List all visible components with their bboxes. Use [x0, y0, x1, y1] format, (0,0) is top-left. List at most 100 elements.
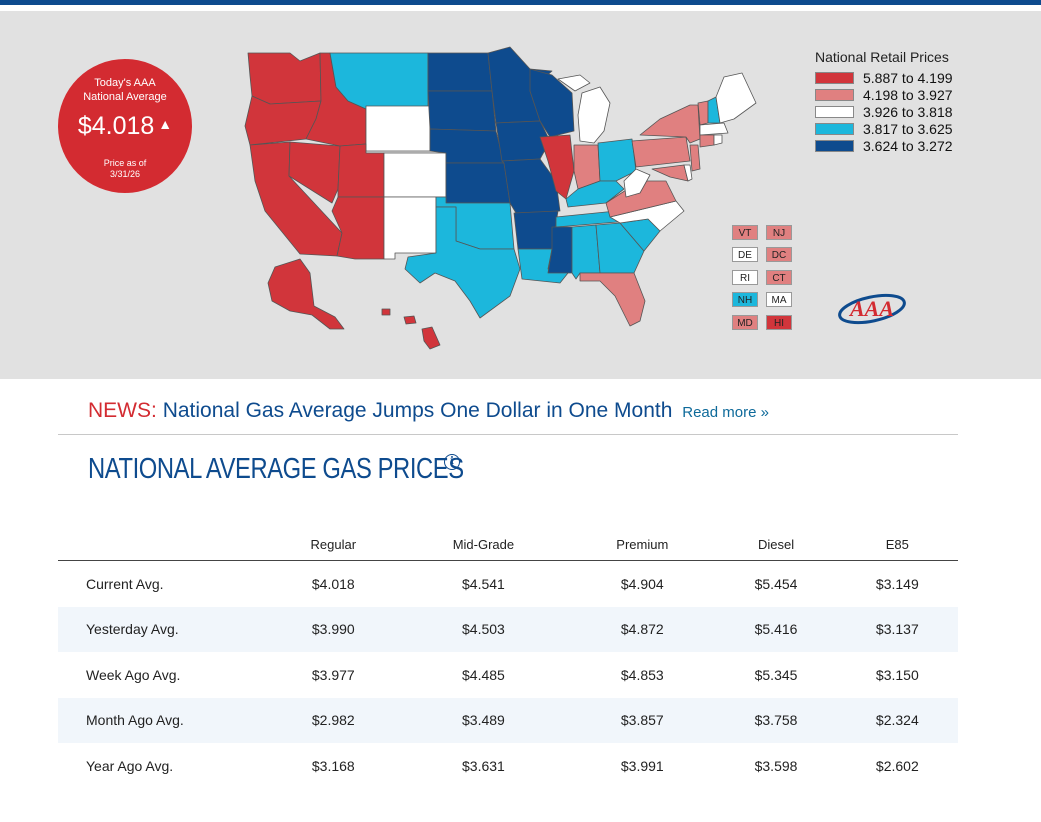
price-cell: $5.454 [754, 575, 798, 592]
row-label: Week Ago Avg. [86, 666, 181, 683]
price-cell: $4.872 [569, 606, 716, 652]
state-hi[interactable] [381, 308, 391, 316]
section-title: NATIONAL AVERAGE GAS PRICES [88, 453, 464, 485]
state-ma[interactable] [699, 122, 729, 136]
small-state-nj[interactable]: NJ [766, 225, 792, 240]
state-vt[interactable] [697, 100, 709, 126]
row-label: Yesterday Avg. [58, 606, 269, 652]
state-mi-upper[interactable] [557, 74, 591, 92]
price-cell: $5.345 [754, 666, 798, 683]
table-row: Yesterday Avg. $3.990 $4.503 $4.872 $5.4… [58, 606, 958, 652]
price-cell: $4.541 [462, 575, 505, 592]
state-ga[interactable] [595, 222, 645, 274]
state-nm[interactable] [383, 196, 437, 260]
state-ak[interactable] [267, 258, 345, 330]
state-ri[interactable] [713, 134, 723, 146]
read-more-link[interactable]: Read more » [682, 404, 769, 421]
column-header: Diesel [715, 528, 837, 561]
state-wi[interactable] [529, 68, 575, 138]
gas-prices-table: Regular Mid-Grade Premium Diesel E85 Cur… [58, 528, 958, 789]
state-nj[interactable] [689, 144, 701, 172]
state-me[interactable] [715, 72, 757, 124]
price-cell: $4.503 [397, 606, 570, 652]
row-label: Year Ago Avg. [86, 757, 174, 774]
small-state-dc[interactable]: DC [766, 247, 792, 262]
table-row: Month Ago Avg. $2.982 $3.489 $3.857 $3.7… [58, 697, 958, 743]
aaa-logo: AAA [838, 293, 906, 325]
state-pa[interactable] [631, 136, 691, 168]
legend-item: 3.817 to 3.625 [815, 120, 953, 137]
state-ks[interactable] [445, 162, 511, 204]
legend-item: 4.198 to 3.927 [815, 86, 953, 103]
badge-price: $4.018 [77, 112, 155, 140]
table-header-row: Regular Mid-Grade Premium Diesel E85 [58, 528, 958, 561]
badge-asof-line1: Price as of [103, 158, 147, 168]
price-cell: $3.991 [620, 757, 664, 774]
legend-label: 3.817 to 3.625 [863, 120, 953, 137]
price-cell: $4.485 [462, 666, 505, 683]
state-fl[interactable] [579, 272, 646, 327]
us-gas-price-map [244, 46, 757, 350]
small-state-md[interactable]: MD [732, 315, 758, 330]
legend-label: 4.198 to 3.927 [863, 86, 953, 103]
row-label: Current Avg. [86, 575, 164, 592]
price-cell: $2.324 [836, 697, 958, 743]
state-ar[interactable] [513, 210, 559, 250]
small-state-de[interactable]: DE [732, 247, 758, 262]
price-cell: $5.416 [715, 606, 837, 652]
column-header: Regular [269, 528, 398, 561]
legend-swatch [815, 139, 854, 152]
price-cell: $4.853 [620, 666, 664, 683]
state-de[interactable] [683, 164, 693, 182]
state-co[interactable] [383, 152, 447, 198]
state-oh[interactable] [597, 138, 637, 182]
info-icon[interactable]: i [444, 454, 460, 470]
small-state-vt[interactable]: VT [732, 225, 758, 240]
national-average-badge: Today's AAA National Average $4.018 ▲ Pri… [58, 59, 192, 193]
price-cell: $3.150 [875, 666, 919, 683]
small-state-ri[interactable]: RI [732, 270, 758, 285]
state-md[interactable] [651, 164, 689, 182]
price-cell: $4.018 [311, 575, 355, 592]
price-cell: $3.137 [836, 606, 958, 652]
news-banner: NEWS: National Gas Average Jumps One Dol… [88, 399, 769, 423]
state-al[interactable] [571, 224, 601, 280]
table-row: Current Avg. $4.018 $4.541 $4.904 $5.454… [58, 561, 958, 607]
state-ut[interactable] [337, 143, 385, 198]
state-ct[interactable] [699, 134, 715, 148]
state-ky[interactable] [565, 180, 625, 208]
logo-text: AAA [848, 296, 894, 321]
legend-swatch [815, 122, 854, 135]
state-hi-3[interactable] [421, 326, 441, 350]
state-wy[interactable] [365, 105, 431, 152]
legend-swatch [815, 71, 854, 84]
badge-line1: Today's AAA [94, 77, 156, 89]
state-tx[interactable] [404, 206, 521, 319]
state-wa[interactable] [247, 52, 322, 105]
small-state-ma[interactable]: MA [766, 292, 792, 307]
state-mi[interactable] [577, 86, 611, 144]
news-headline[interactable]: National Gas Average Jumps One Dollar in… [162, 399, 673, 422]
price-cell: $2.982 [269, 697, 398, 743]
state-wv[interactable] [623, 168, 651, 198]
small-state-hi[interactable]: HI [766, 315, 792, 330]
price-cell: $3.168 [311, 757, 355, 774]
state-az[interactable] [331, 196, 385, 260]
state-ms[interactable] [547, 226, 573, 274]
legend: National Retail Prices 5.887 to 4.199 4.… [815, 49, 953, 154]
state-hi-2[interactable] [403, 315, 417, 325]
price-cell: $3.990 [269, 606, 398, 652]
small-state-ct[interactable]: CT [766, 270, 792, 285]
column-header: E85 [836, 528, 958, 561]
state-nv[interactable] [288, 141, 341, 204]
legend-label: 5.887 to 4.199 [863, 69, 953, 86]
state-ny[interactable] [639, 104, 701, 144]
state-sd[interactable] [427, 90, 497, 132]
price-cell: $3.758 [715, 697, 837, 743]
state-nd[interactable] [427, 52, 493, 92]
legend-item: 3.926 to 3.818 [815, 103, 953, 120]
small-state-nh[interactable]: NH [732, 292, 758, 307]
badge-line2: National Average [83, 91, 167, 103]
legend-swatch [815, 88, 854, 101]
badge-asof-date: 3/31/26 [109, 169, 141, 179]
